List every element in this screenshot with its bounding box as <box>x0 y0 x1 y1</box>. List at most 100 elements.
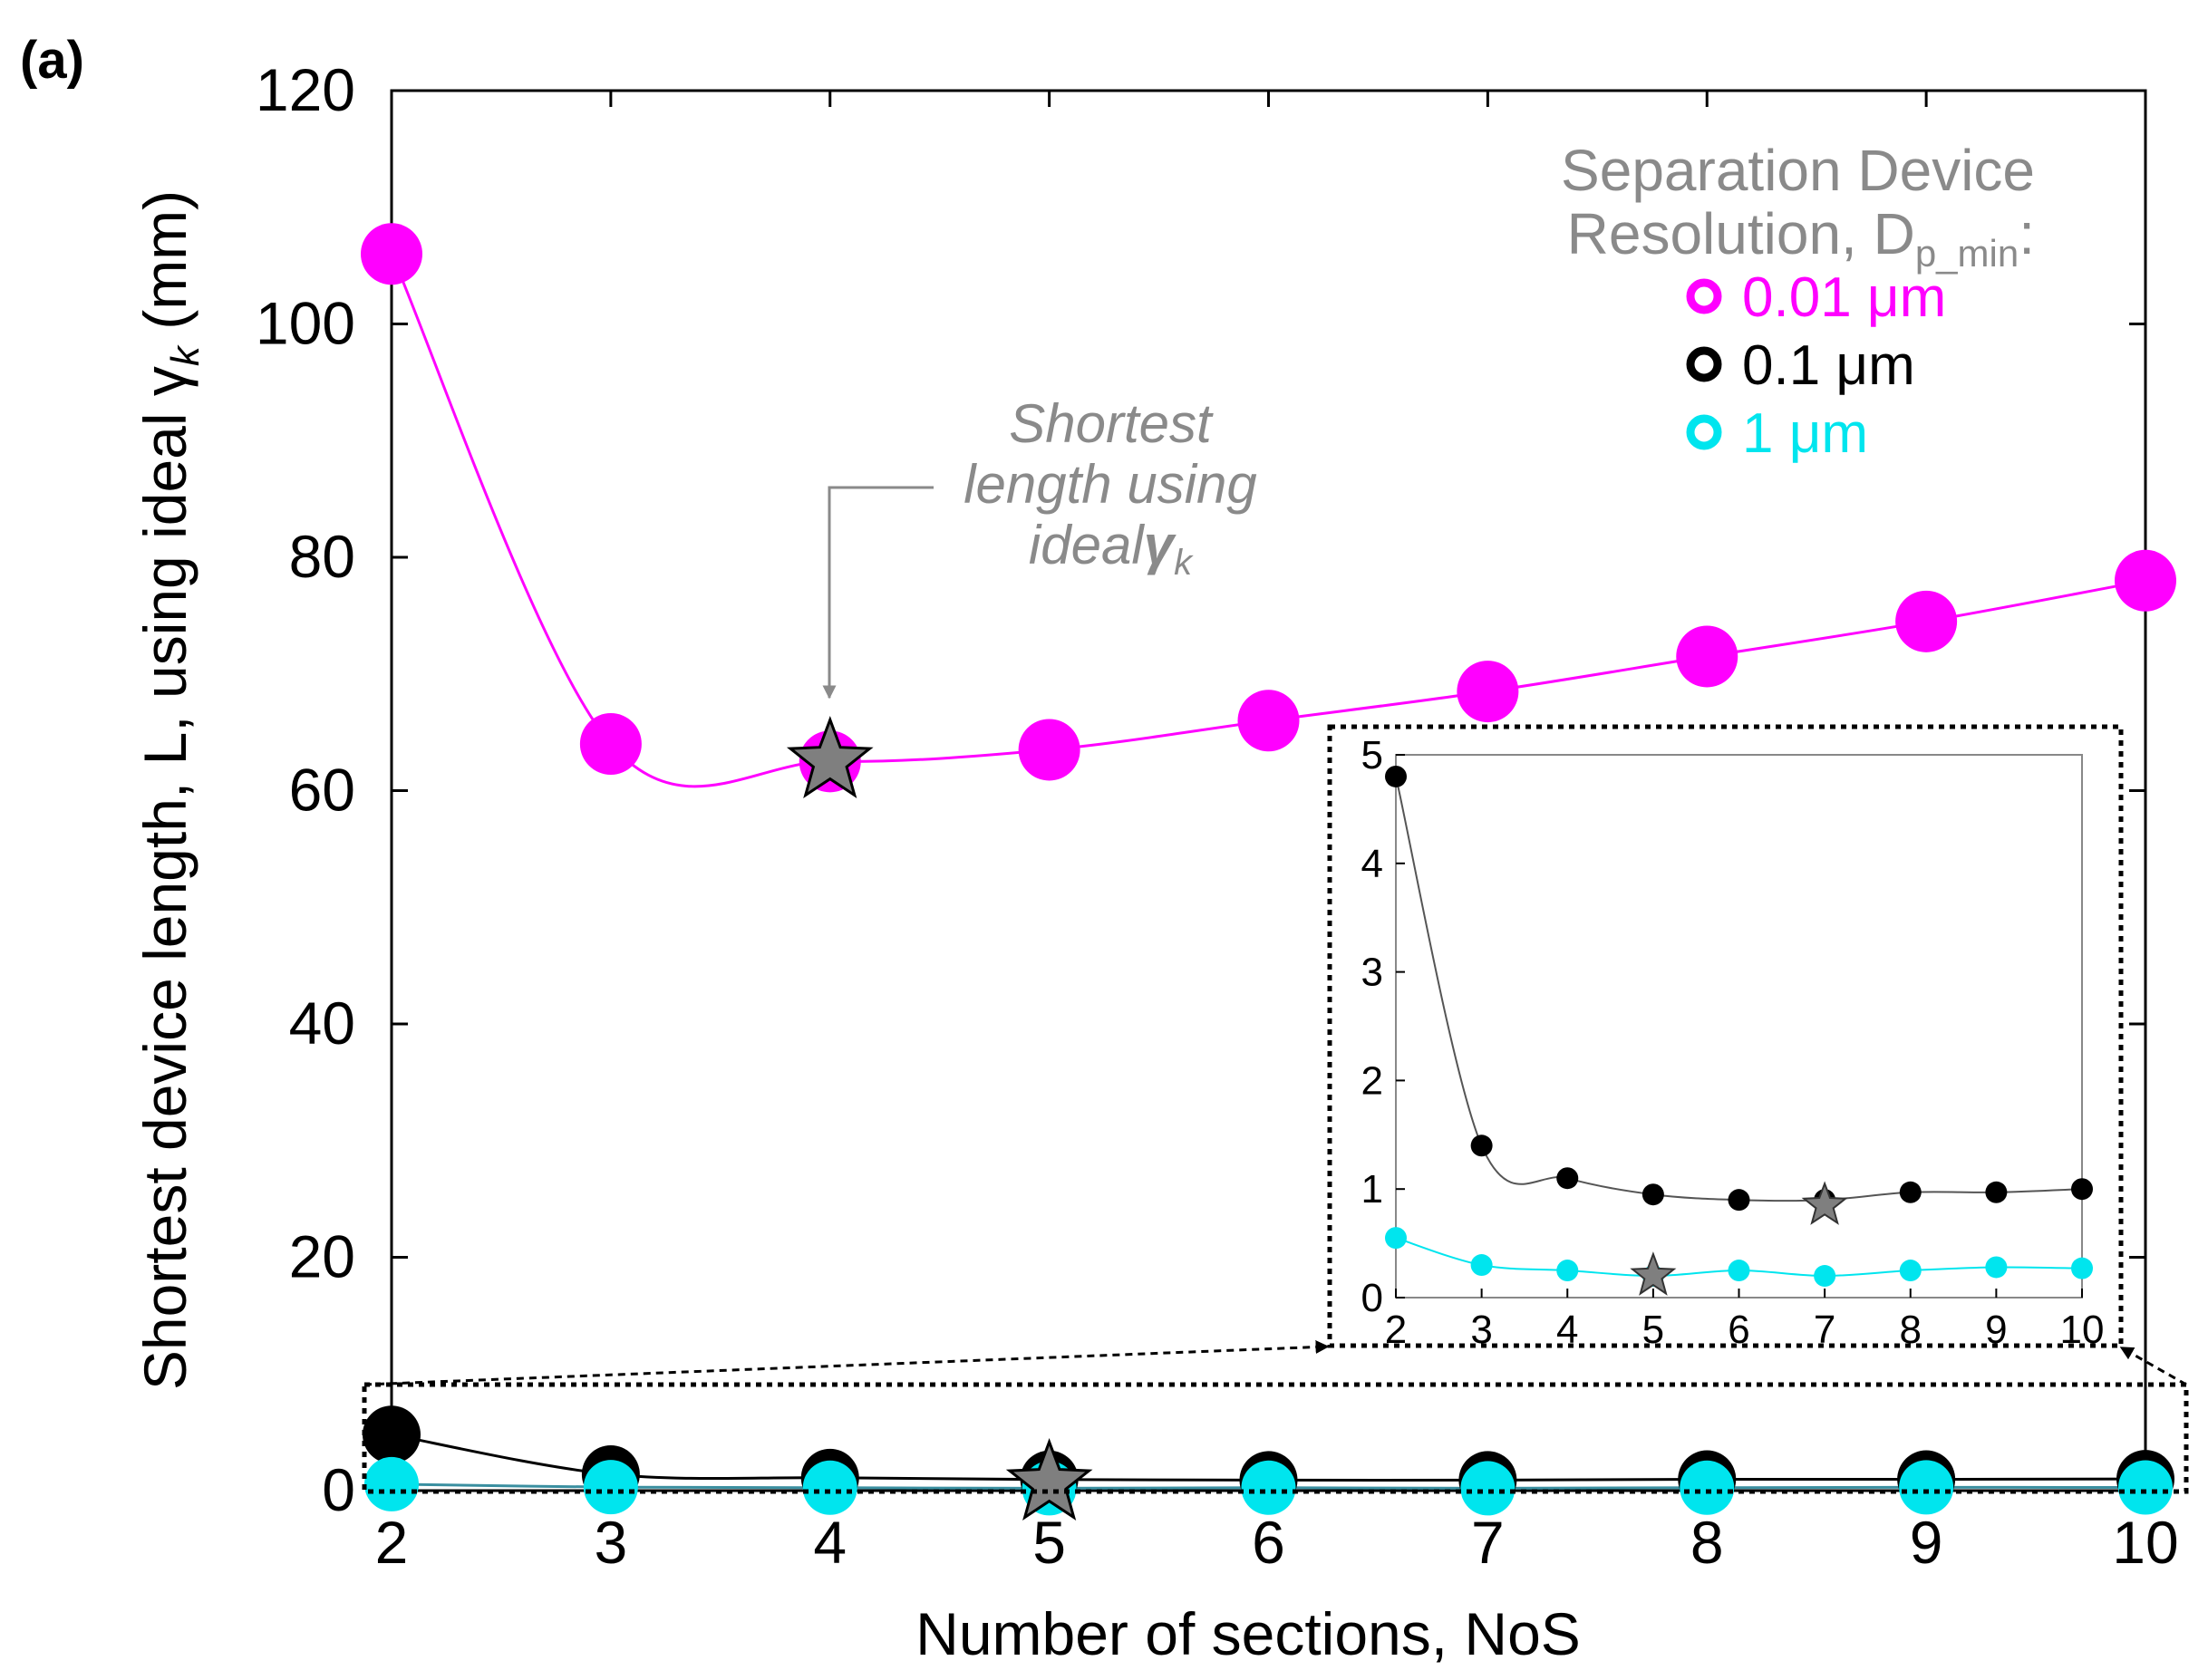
x-tick-label: 6 <box>1252 1509 1285 1576</box>
y-tick-label: 120 <box>256 56 355 123</box>
annotation-gamma: γ <box>1144 515 1177 575</box>
inset-background <box>1396 755 2082 1298</box>
inset-axis-ticks: 2 3 4 5 6 7 8 9 10 0 1 2 3 4 5 <box>1361 733 2105 1352</box>
inset-y-tick-label: 2 <box>1361 1058 1383 1103</box>
legend-marker <box>1686 414 1722 450</box>
inset-series-point <box>1728 1260 1750 1282</box>
inset-x-tick-label: 9 <box>1985 1308 2007 1352</box>
series-point <box>1241 1460 1296 1515</box>
series-point <box>583 1460 638 1515</box>
x-tick-label: 3 <box>595 1509 628 1576</box>
annotation-line3-main: ideal <box>1029 515 1145 575</box>
inset-series-point <box>2071 1257 2093 1279</box>
inset-x-tick-label: 10 <box>2060 1308 2105 1352</box>
x-tick-label: 5 <box>1032 1509 1066 1576</box>
inset-series-point <box>1385 765 1407 787</box>
inset-series-point <box>1385 1227 1407 1250</box>
inset-y-tick-label: 4 <box>1361 842 1383 886</box>
legend-title-colon: : <box>2019 201 2035 266</box>
series-point <box>802 1460 857 1515</box>
series-point <box>2118 1460 2173 1515</box>
series-point <box>1018 719 1080 781</box>
series-point <box>1460 1461 1516 1516</box>
series-point <box>2115 549 2176 612</box>
inset-y-tick-label: 5 <box>1361 733 1383 777</box>
legend-label: 0.01 μm <box>1742 266 1946 329</box>
inset-series-point <box>1728 1189 1750 1212</box>
inset-outline-box <box>1327 724 2124 1348</box>
legend: Separation Device Resolution, Dp_min: 0.… <box>1561 138 2035 465</box>
inset-series-point <box>1899 1260 1922 1282</box>
y-tick-label: 100 <box>256 290 355 357</box>
annotation-line3: idealγk <box>1029 515 1194 583</box>
inset-series-point <box>1814 1265 1836 1288</box>
y-tick-label: 80 <box>289 523 355 590</box>
inset-x-tick-label: 5 <box>1642 1308 1664 1352</box>
y-tick-label: 40 <box>289 990 355 1057</box>
legend-marker <box>1686 346 1722 382</box>
series-point <box>1680 1460 1735 1515</box>
series-point <box>1237 690 1300 752</box>
minimum-star-marker <box>1005 1438 1093 1521</box>
y-tick-label: 0 <box>322 1456 355 1523</box>
y-axis-title: Shortest device length, L, using ideal γ… <box>131 190 208 1390</box>
x-tick-label: 8 <box>1690 1509 1724 1576</box>
inset-x-tick-label: 6 <box>1728 1308 1749 1352</box>
inset-minimum-star-marker <box>1630 1251 1677 1296</box>
inset-series-point <box>1470 1134 1493 1157</box>
x-tick-label: 7 <box>1471 1509 1505 1576</box>
zoom-connector-left <box>363 1340 1330 1386</box>
zoom-region-box <box>362 1382 2189 1494</box>
zoom-connector-right <box>2119 1346 2187 1386</box>
inset-series-point <box>1470 1254 1493 1277</box>
x-tick-label: 4 <box>813 1509 847 1576</box>
shortest-length-annotation: Shortest length using idealγk <box>822 393 1257 700</box>
main-series-layer <box>361 223 2176 1521</box>
inset-series-point <box>1985 1256 2008 1279</box>
legend-title-line2: Resolution, Dp_min: <box>1567 201 2035 275</box>
y-tick-label: 20 <box>289 1223 355 1290</box>
series-point <box>364 1456 419 1511</box>
legend-title-line1: Separation Device <box>1561 138 2035 203</box>
panel-label: (a) <box>20 31 84 90</box>
inset-x-tick-label: 7 <box>1814 1308 1835 1352</box>
legend-marker <box>1686 278 1722 314</box>
series-point <box>1895 590 1958 652</box>
inset-x-tick-label: 2 <box>1385 1308 1407 1352</box>
inset-series-layer <box>1385 765 2093 1296</box>
inset-x-tick-label: 4 <box>1556 1308 1578 1352</box>
series-point <box>1457 661 1519 723</box>
series-point <box>361 223 422 285</box>
y-axis-title-sub: k <box>163 344 208 366</box>
inset-y-tick-label: 1 <box>1361 1167 1383 1212</box>
series-point <box>1676 625 1738 688</box>
y-axis-title-main: Shortest device length, L, using ideal γ <box>131 366 199 1390</box>
series-point <box>1899 1460 1954 1515</box>
x-axis-title: Number of sections, NoS <box>915 1600 1581 1667</box>
series-point <box>363 1405 421 1464</box>
x-tick-label: 9 <box>1910 1509 1943 1576</box>
x-tick-label: 2 <box>375 1509 409 1576</box>
inset-series-point <box>1641 1183 1664 1206</box>
annotation-line2: length using <box>964 454 1257 515</box>
annotation-gamma-sub: k <box>1174 543 1194 583</box>
inset-series-point <box>1556 1167 1579 1190</box>
inset-x-tick-label: 8 <box>1900 1308 1922 1352</box>
inset-series-point <box>2071 1178 2093 1201</box>
annotation-arrow <box>822 486 934 700</box>
inset-series-point <box>1985 1181 2008 1203</box>
inset-series-line <box>1395 776 2083 1202</box>
legend-label: 1 μm <box>1742 402 1868 465</box>
legend-title-line2-main: Resolution, D <box>1567 201 1915 266</box>
inset-x-tick-label: 3 <box>1470 1308 1492 1352</box>
x-tick-label: 10 <box>2112 1509 2178 1576</box>
legend-title-sub: p_min <box>1915 232 2019 275</box>
inset-minimum-star-marker <box>1801 1181 1848 1225</box>
y-axis-title-unit: (mm) <box>131 190 199 346</box>
inset-series-point <box>1556 1260 1579 1282</box>
annotation-line1: Shortest <box>1009 393 1214 454</box>
inset-y-tick-label: 3 <box>1361 951 1383 995</box>
series-point <box>579 713 642 775</box>
legend-entries: 0.01 μm0.1 μm1 μm <box>1686 266 1946 465</box>
